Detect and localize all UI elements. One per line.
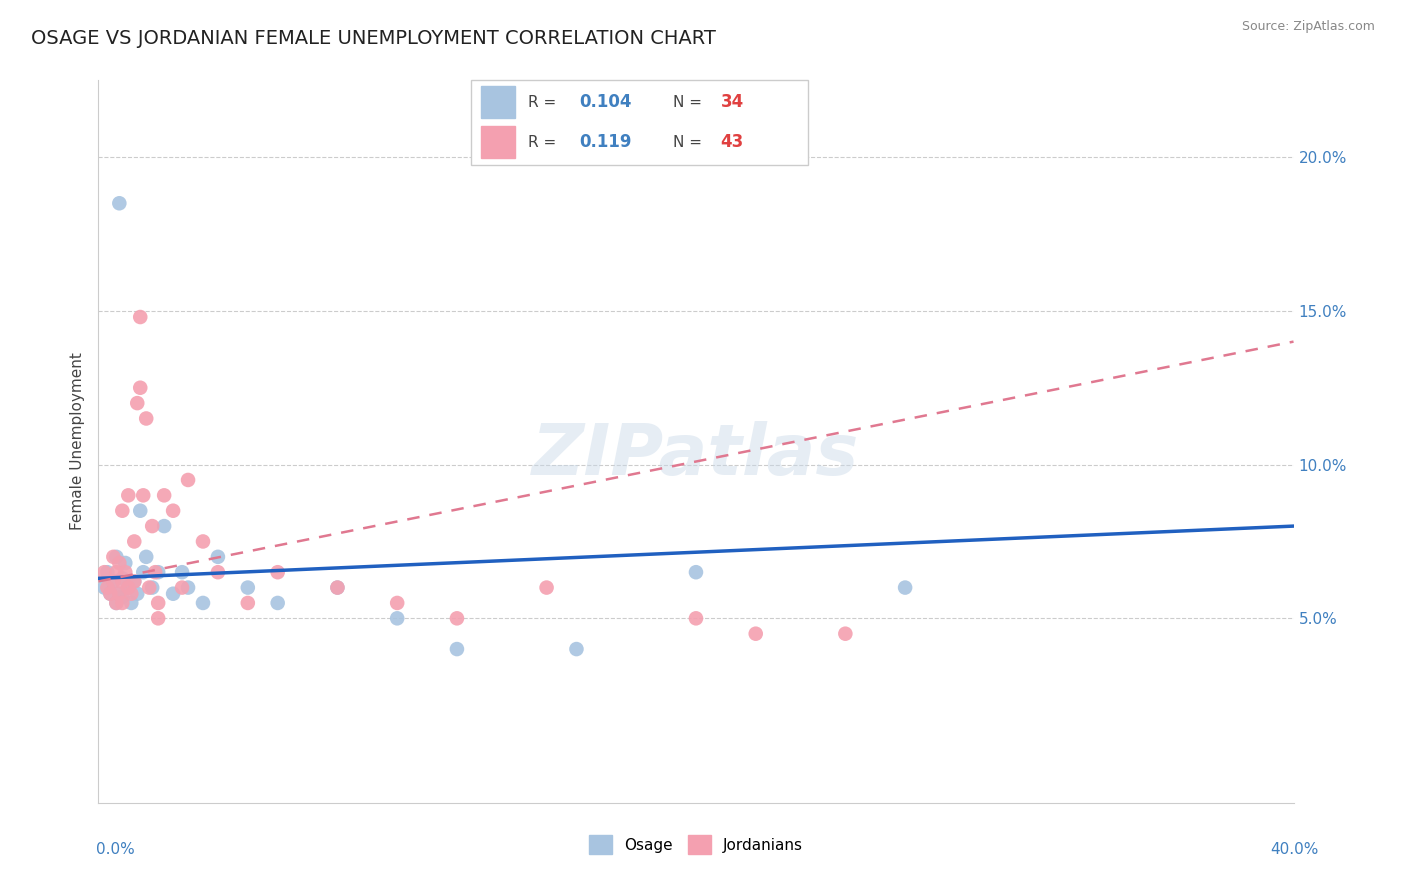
Point bbox=[207, 549, 229, 564]
Point bbox=[326, 581, 349, 595]
Point bbox=[191, 596, 214, 610]
Point bbox=[105, 549, 128, 564]
Point bbox=[135, 411, 157, 425]
Point bbox=[138, 581, 160, 595]
Text: N =: N = bbox=[673, 135, 707, 150]
Point bbox=[153, 519, 176, 533]
Text: R =: R = bbox=[529, 95, 561, 110]
Point bbox=[148, 611, 170, 625]
Point bbox=[111, 504, 134, 518]
Point bbox=[108, 587, 131, 601]
Point bbox=[143, 565, 166, 579]
Point bbox=[98, 587, 122, 601]
Point bbox=[117, 581, 139, 595]
Point bbox=[834, 626, 856, 640]
Text: OSAGE VS JORDANIAN FEMALE UNEMPLOYMENT CORRELATION CHART: OSAGE VS JORDANIAN FEMALE UNEMPLOYMENT C… bbox=[31, 29, 716, 47]
FancyBboxPatch shape bbox=[471, 80, 808, 165]
Bar bbox=[481, 87, 515, 119]
Point bbox=[685, 565, 707, 579]
Point bbox=[124, 574, 146, 589]
Legend: Osage, Jordanians: Osage, Jordanians bbox=[582, 830, 810, 860]
Point bbox=[745, 626, 768, 640]
Point bbox=[267, 596, 290, 610]
Point bbox=[385, 611, 409, 625]
Point bbox=[105, 565, 128, 579]
Point bbox=[236, 596, 259, 610]
Point bbox=[446, 611, 468, 625]
Point bbox=[96, 581, 118, 595]
Point bbox=[120, 587, 142, 601]
Y-axis label: Female Unemployment: Female Unemployment bbox=[69, 352, 84, 531]
Point bbox=[108, 196, 131, 211]
Point bbox=[685, 611, 707, 625]
Point bbox=[385, 596, 409, 610]
Text: ZIPatlas: ZIPatlas bbox=[533, 422, 859, 491]
Text: 40.0%: 40.0% bbox=[1271, 842, 1319, 856]
Point bbox=[117, 581, 139, 595]
Point bbox=[93, 581, 115, 595]
Point bbox=[98, 587, 122, 601]
Point bbox=[446, 642, 468, 657]
Point bbox=[105, 596, 128, 610]
Text: 43: 43 bbox=[721, 133, 744, 151]
Point bbox=[103, 574, 125, 589]
Point bbox=[120, 596, 142, 610]
Point bbox=[111, 571, 134, 585]
Point bbox=[105, 596, 128, 610]
Text: R =: R = bbox=[529, 135, 561, 150]
Text: 0.104: 0.104 bbox=[579, 94, 631, 112]
Point bbox=[177, 581, 200, 595]
Point bbox=[236, 581, 259, 595]
Text: 0.119: 0.119 bbox=[579, 133, 631, 151]
Point bbox=[172, 565, 194, 579]
Text: N =: N = bbox=[673, 95, 707, 110]
Point bbox=[124, 534, 146, 549]
Point bbox=[132, 488, 155, 502]
Point bbox=[93, 565, 115, 579]
Point bbox=[191, 534, 214, 549]
Point bbox=[177, 473, 200, 487]
Point bbox=[326, 581, 349, 595]
Point bbox=[135, 549, 157, 564]
Point bbox=[565, 642, 588, 657]
Point bbox=[117, 488, 139, 502]
Point bbox=[129, 310, 152, 324]
Point bbox=[129, 381, 152, 395]
Point bbox=[103, 574, 125, 589]
Point bbox=[114, 556, 136, 570]
Point bbox=[162, 504, 184, 518]
Point bbox=[148, 596, 170, 610]
Point bbox=[162, 587, 184, 601]
Point bbox=[267, 565, 290, 579]
Point bbox=[141, 519, 163, 533]
Point bbox=[111, 596, 134, 610]
Point bbox=[141, 581, 163, 595]
Point bbox=[108, 587, 131, 601]
Point bbox=[132, 565, 155, 579]
Text: 34: 34 bbox=[721, 94, 744, 112]
Point bbox=[108, 556, 131, 570]
Point bbox=[129, 504, 152, 518]
Point bbox=[207, 565, 229, 579]
Point bbox=[114, 565, 136, 579]
Point bbox=[153, 488, 176, 502]
Point bbox=[148, 565, 170, 579]
Bar bbox=[481, 126, 515, 158]
Point bbox=[96, 565, 118, 579]
Point bbox=[172, 581, 194, 595]
Point bbox=[111, 590, 134, 604]
Text: Source: ZipAtlas.com: Source: ZipAtlas.com bbox=[1241, 20, 1375, 33]
Point bbox=[103, 549, 125, 564]
Point bbox=[111, 574, 134, 589]
Point bbox=[124, 574, 146, 589]
Text: 0.0%: 0.0% bbox=[96, 842, 135, 856]
Point bbox=[536, 581, 558, 595]
Point bbox=[894, 581, 917, 595]
Point bbox=[127, 587, 149, 601]
Point bbox=[127, 396, 149, 410]
